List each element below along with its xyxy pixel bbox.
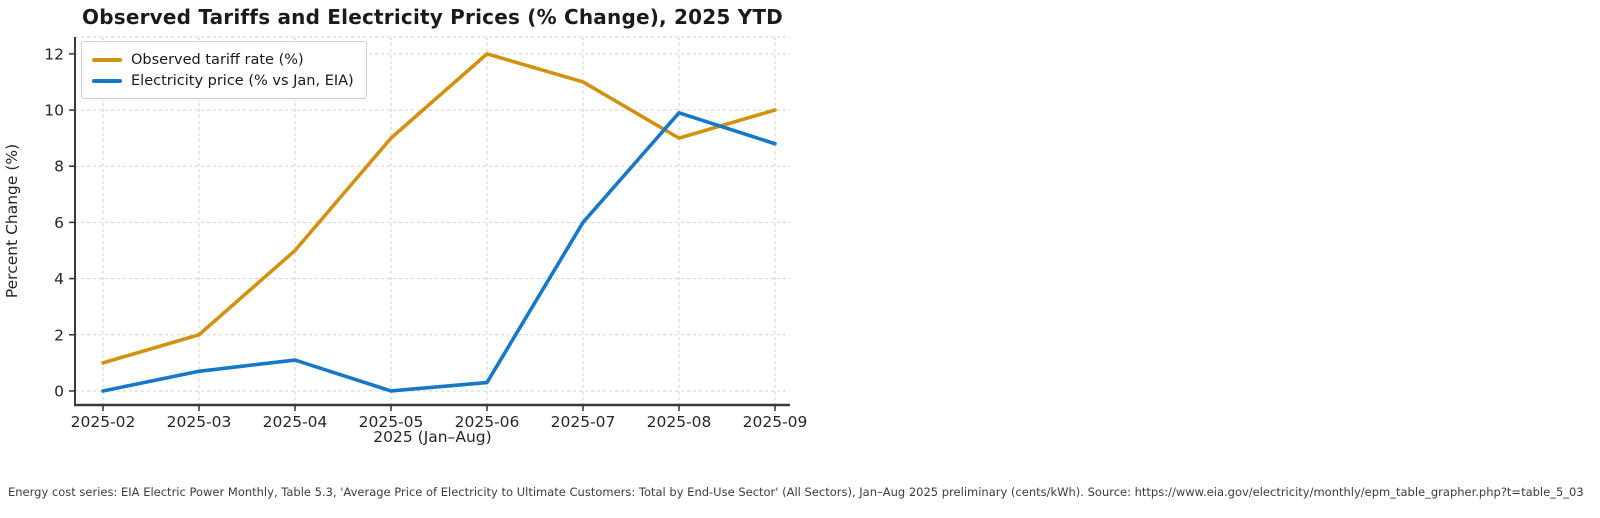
- line-chart: 0 2 4 6 8 10 12 2025-02 2025-03 2025-04 2025-05 202…: [44, 36, 808, 431]
- tariff-line-swatch: [92, 57, 122, 62]
- x-axis-label: 2025 (Jan–Aug): [373, 428, 492, 446]
- legend-item-electricity: Electricity price (% vs Jan, EIA): [92, 70, 354, 91]
- electricity-line: [101, 111, 777, 393]
- x-tick-label: 2025-06: [455, 413, 520, 431]
- source-footnote: Energy cost series: EIA Electric Power M…: [8, 485, 1584, 499]
- legend-label-tariff: Observed tariff rate (%): [131, 51, 304, 68]
- y-tick-label: 2: [54, 326, 64, 344]
- chart-title: Observed Tariffs and Electricity Prices …: [82, 5, 783, 29]
- y-tick-label: 10: [44, 102, 64, 120]
- electricity-line-swatch: [92, 78, 122, 83]
- y-axis-label: Percent Change (%): [3, 143, 21, 299]
- y-tick-label: 4: [54, 270, 64, 288]
- x-tick-label: 2025-03: [167, 413, 232, 431]
- tariff-line: [101, 52, 777, 365]
- y-tick-label: 6: [54, 214, 64, 232]
- x-tick-label: 2025-04: [263, 413, 328, 431]
- y-tick-label: 12: [44, 45, 64, 63]
- x-tick-label: 2025-07: [551, 413, 616, 431]
- legend-label-electricity: Electricity price (% vs Jan, EIA): [131, 72, 354, 89]
- x-tick-label: 2025-02: [71, 413, 136, 431]
- y-tick-label: 8: [54, 158, 64, 176]
- legend-item-tariff: Observed tariff rate (%): [92, 49, 354, 70]
- x-tick-label: 2025-09: [743, 413, 808, 431]
- y-tick-label: 0: [54, 382, 64, 400]
- legend: Observed tariff rate (%) Electricity pri…: [81, 41, 367, 99]
- x-tick-label: 2025-08: [647, 413, 712, 431]
- x-tick-label: 2025-05: [359, 413, 424, 431]
